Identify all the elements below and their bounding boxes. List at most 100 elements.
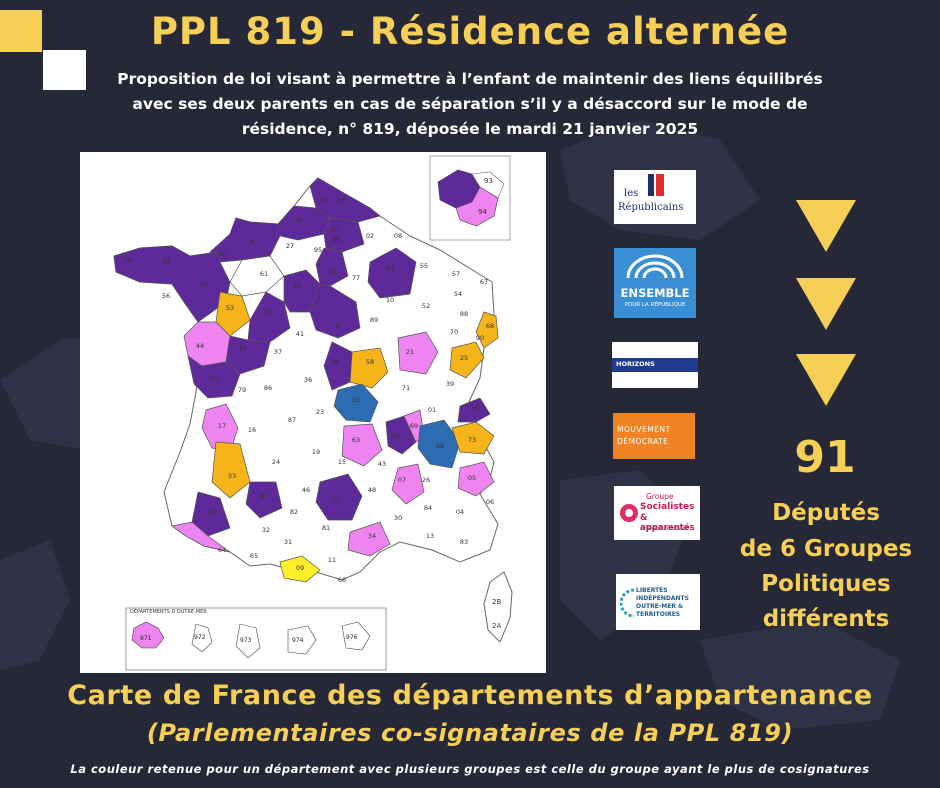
region-34 (347, 521, 391, 557)
department-label: 66 (338, 576, 346, 584)
liot-arc-icon (620, 588, 635, 618)
logo-modem: MOUVEMENT DÉMOCRATE (613, 413, 695, 459)
stats-line-2: de 6 Groupes (739, 536, 913, 562)
idf-93 (471, 171, 505, 199)
region-05 (457, 461, 495, 497)
department-label: 37 (274, 348, 282, 356)
overseas-974-label: 974 (292, 637, 304, 644)
department-label: 19 (312, 448, 320, 456)
down-arrow-icon (796, 354, 856, 406)
department-label: 12 (332, 496, 340, 504)
department-label: 46 (302, 486, 310, 494)
ps-line-1: Groupe (646, 492, 674, 501)
department-label: 23 (316, 408, 324, 416)
modem-line-2: DÉMOCRATE (617, 437, 669, 446)
department-label: 33 (228, 472, 236, 480)
department-label: 85 (210, 374, 218, 382)
region-45 (309, 283, 361, 339)
department-label: 24 (272, 458, 280, 466)
logo-horizons: HORIZONS (612, 342, 698, 388)
department-label: 39 (446, 380, 454, 388)
department-label: 14 (246, 238, 254, 246)
logo-les-republicains: les Républicains (614, 170, 696, 224)
ps-line-2: Socialistes (640, 502, 695, 512)
logo-socialistes: Groupe Socialistes & apparentés ASSEMBLÉ… (614, 486, 700, 540)
stats-line-3: Politiques (761, 571, 891, 597)
department-label: 34 (368, 532, 376, 540)
region-73 (451, 421, 495, 455)
deputies-count: 91 (794, 432, 856, 483)
region-64 (171, 521, 231, 553)
department-label: 41 (296, 330, 304, 338)
logo-ensemble: ENSEMBLE POUR LA RÉPUBLIQUE (614, 248, 696, 318)
region-51 (367, 247, 417, 299)
stats-line-1: Députés (772, 500, 880, 526)
department-label: 69 (410, 422, 418, 430)
idf-94-label: 94 (478, 208, 487, 216)
department-label: 30 (394, 514, 402, 522)
department-label: 65 (250, 552, 258, 560)
department-label: 95 (314, 246, 322, 254)
department-label: 31 (284, 538, 292, 546)
decor-square-white (43, 50, 86, 90)
liot-line-2: INDÉPENDANTS (636, 595, 689, 602)
region-47 (245, 481, 283, 519)
department-label: 76 (294, 216, 302, 224)
department-label: 68 (486, 322, 494, 330)
department-label: 57 (452, 270, 460, 278)
department-label: 45 (334, 322, 342, 330)
region-85 (187, 355, 241, 399)
department-label: 58 (366, 358, 374, 366)
department-label: 10 (386, 296, 394, 304)
department-label: 26 (422, 476, 430, 484)
overseas-976-label: 976 (346, 634, 358, 641)
department-label: 54 (454, 290, 462, 298)
region-12 (315, 473, 363, 521)
department-label: 28 (294, 282, 302, 290)
department-label: 53 (226, 304, 234, 312)
map-caption: Carte de France des départements d’appar… (67, 680, 873, 711)
department-label: 61 (260, 270, 268, 278)
idf-94 (455, 186, 499, 227)
department-label: 62 (320, 196, 328, 204)
department-label: 67 (480, 278, 488, 286)
department-label: 15 (338, 458, 346, 466)
liot-line-1: LIBERTÉS (636, 587, 668, 594)
department-label: 02 (366, 232, 374, 240)
region-09 (279, 555, 321, 583)
department-label: 83 (460, 538, 468, 546)
department-label: 55 (420, 262, 428, 270)
department-label: 06 (486, 498, 494, 506)
france-map: 93 94 (80, 152, 546, 673)
liot-line-4: TERRITOIRES (636, 611, 681, 618)
overseas-973 (235, 623, 261, 659)
subtitle-line: avec ses deux parents en cas de séparati… (132, 95, 808, 113)
department-label: 81 (322, 524, 330, 532)
region-74 (457, 397, 491, 423)
department-label: 72 (264, 308, 272, 316)
department-label: 87 (288, 416, 296, 424)
department-label: 88 (460, 310, 468, 318)
subtitle: Proposition de loi visant à permettre à … (80, 67, 860, 142)
horizons-text: HORIZONS (616, 360, 655, 368)
department-label: 91 (328, 268, 336, 276)
department-label: 60 (332, 236, 340, 244)
department-label: 03 (352, 396, 360, 404)
department-label: 52 (422, 302, 430, 310)
overseas-972-label: 972 (194, 634, 206, 641)
rose-icon (620, 504, 638, 522)
down-arrow-icon (796, 278, 856, 330)
region-33 (211, 441, 251, 499)
footnote: La couleur retenue pour un département a… (70, 762, 870, 776)
overseas-973-label: 973 (240, 637, 252, 644)
corsica-2b-label: 2B (492, 598, 501, 606)
department-label: 18 (330, 358, 338, 366)
department-label: 16 (248, 426, 256, 434)
region-42 (385, 415, 417, 455)
region-18 (323, 341, 353, 391)
department-label: 43 (378, 460, 386, 468)
page-title: PPL 819 - Résidence alternée (150, 10, 790, 53)
department-label: 82 (290, 508, 298, 516)
department-label: 04 (456, 508, 464, 516)
department-label: 59 (338, 196, 346, 204)
